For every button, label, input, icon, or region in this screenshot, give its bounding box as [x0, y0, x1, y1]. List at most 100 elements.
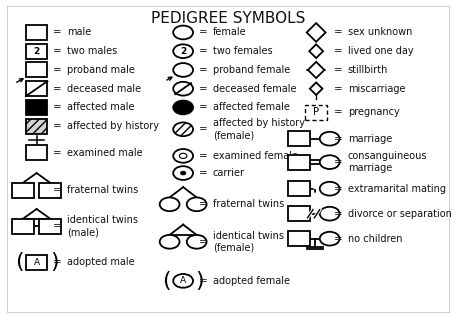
Text: =: =	[199, 84, 207, 94]
Text: male: male	[67, 27, 91, 38]
Circle shape	[160, 197, 180, 211]
Circle shape	[173, 274, 193, 288]
Text: ): )	[50, 252, 58, 272]
Text: divorce or separation: divorce or separation	[348, 209, 452, 219]
Text: =: =	[199, 27, 207, 38]
FancyBboxPatch shape	[288, 181, 310, 196]
Text: =: =	[53, 46, 62, 56]
Circle shape	[173, 100, 193, 114]
Text: =: =	[53, 121, 62, 131]
Text: lived one day: lived one day	[348, 46, 413, 56]
Text: (: (	[15, 252, 23, 272]
Circle shape	[173, 82, 193, 96]
FancyBboxPatch shape	[26, 100, 47, 115]
Circle shape	[320, 155, 339, 169]
FancyBboxPatch shape	[12, 183, 34, 198]
Text: adopted female: adopted female	[213, 276, 290, 286]
Text: extramarital mating: extramarital mating	[348, 184, 446, 194]
Text: =: =	[333, 65, 342, 75]
Text: 2: 2	[34, 47, 40, 56]
FancyBboxPatch shape	[26, 119, 47, 134]
FancyBboxPatch shape	[26, 25, 47, 40]
Circle shape	[320, 207, 339, 221]
Circle shape	[181, 171, 186, 175]
Text: fraternal twins: fraternal twins	[213, 199, 284, 209]
Text: =: =	[199, 65, 207, 75]
Text: identical twins
(female): identical twins (female)	[213, 231, 284, 253]
Polygon shape	[310, 82, 322, 95]
Text: =: =	[53, 102, 62, 113]
Text: proband female: proband female	[213, 65, 290, 75]
Text: =: =	[53, 148, 62, 158]
Circle shape	[187, 197, 207, 211]
Text: no children: no children	[348, 234, 402, 244]
Text: affected male: affected male	[67, 102, 135, 113]
FancyBboxPatch shape	[26, 255, 47, 270]
Text: ): )	[195, 271, 204, 291]
Text: =: =	[333, 46, 342, 56]
FancyBboxPatch shape	[305, 105, 327, 120]
FancyBboxPatch shape	[288, 155, 310, 169]
Text: =: =	[333, 134, 342, 144]
Text: carrier: carrier	[213, 168, 245, 178]
Text: miscarriage: miscarriage	[348, 84, 405, 94]
FancyBboxPatch shape	[26, 62, 47, 78]
Circle shape	[173, 166, 193, 180]
Circle shape	[173, 44, 193, 58]
FancyBboxPatch shape	[39, 219, 61, 234]
FancyBboxPatch shape	[288, 206, 310, 221]
Text: =: =	[199, 168, 207, 178]
Text: A: A	[34, 258, 40, 266]
Circle shape	[320, 232, 339, 245]
Polygon shape	[309, 44, 323, 58]
Text: =: =	[333, 107, 342, 117]
Text: =: =	[53, 65, 62, 75]
Circle shape	[320, 182, 339, 196]
Text: deceased female: deceased female	[213, 84, 296, 94]
Text: =: =	[53, 84, 62, 94]
Text: =: =	[199, 124, 207, 134]
FancyBboxPatch shape	[288, 131, 310, 146]
Text: =: =	[333, 184, 342, 194]
Text: =: =	[333, 84, 342, 94]
Text: affected by history
(female): affected by history (female)	[213, 118, 305, 141]
FancyBboxPatch shape	[26, 44, 47, 59]
Text: =: =	[333, 209, 342, 219]
Circle shape	[179, 153, 187, 158]
Circle shape	[320, 132, 339, 146]
FancyBboxPatch shape	[26, 81, 47, 96]
Text: (: (	[162, 271, 171, 291]
Circle shape	[173, 63, 193, 77]
Text: =: =	[333, 157, 342, 167]
FancyBboxPatch shape	[26, 145, 47, 160]
Text: =: =	[333, 27, 342, 38]
Polygon shape	[307, 23, 326, 42]
Circle shape	[173, 25, 193, 39]
Text: examined male: examined male	[67, 148, 143, 158]
FancyBboxPatch shape	[39, 183, 61, 198]
Circle shape	[187, 235, 207, 249]
Circle shape	[160, 235, 180, 249]
Text: PEDIGREE SYMBOLS: PEDIGREE SYMBOLS	[151, 10, 305, 25]
Text: =: =	[53, 185, 62, 195]
Text: identical twins
(male): identical twins (male)	[67, 215, 138, 237]
Circle shape	[173, 122, 193, 136]
FancyBboxPatch shape	[288, 231, 310, 246]
Text: proband male: proband male	[67, 65, 135, 75]
Text: A: A	[180, 276, 186, 285]
Text: affected female: affected female	[213, 102, 290, 113]
Text: =: =	[199, 199, 207, 209]
Polygon shape	[308, 62, 324, 78]
Text: =: =	[53, 27, 62, 38]
Text: =: =	[199, 102, 207, 113]
Text: sex unknown: sex unknown	[348, 27, 412, 38]
Text: =: =	[53, 257, 62, 267]
Text: =: =	[199, 237, 207, 247]
Text: =: =	[199, 276, 207, 286]
Text: pregnancy: pregnancy	[348, 107, 400, 117]
Text: fraternal twins: fraternal twins	[67, 185, 138, 195]
Text: =: =	[199, 151, 207, 161]
Text: female: female	[213, 27, 246, 38]
Text: =: =	[333, 234, 342, 244]
Text: consanguineous
marriage: consanguineous marriage	[348, 151, 427, 173]
